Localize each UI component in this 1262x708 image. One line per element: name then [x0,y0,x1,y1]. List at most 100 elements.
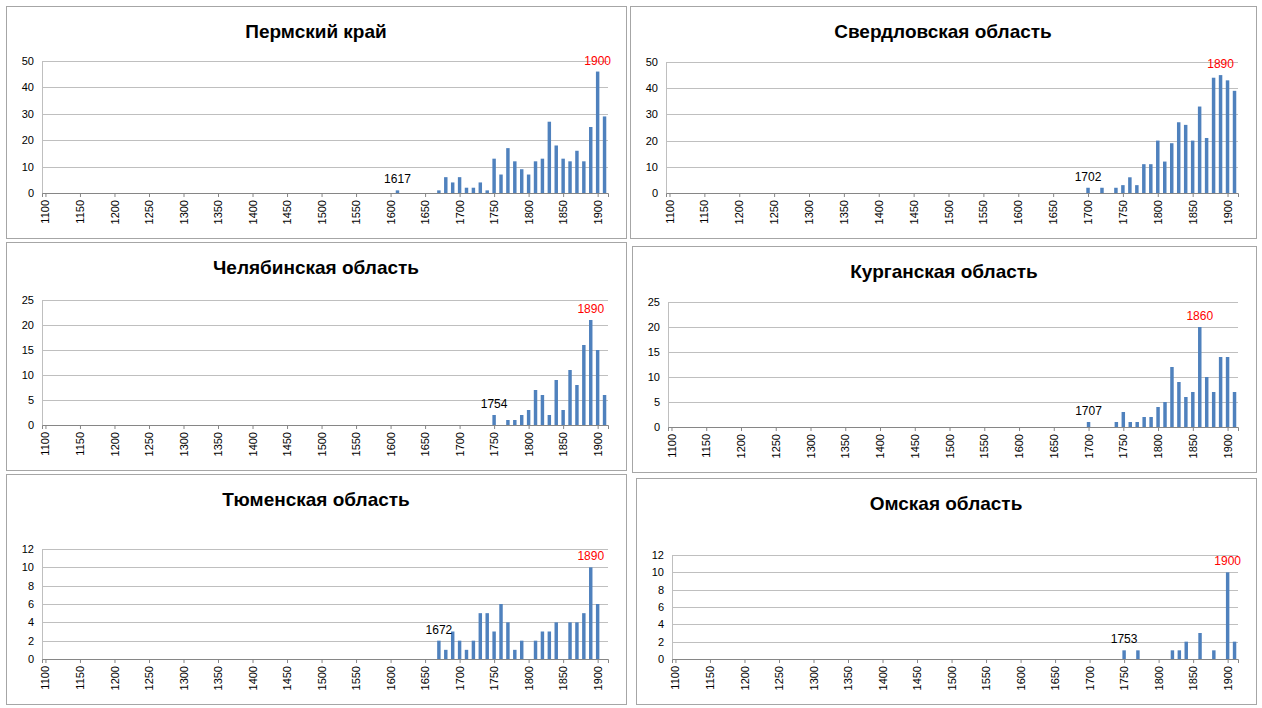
y-tick-label: 2 [28,635,34,647]
x-tick-mark [1055,659,1056,663]
canvas: Пермский край010203040501100115012001250… [0,0,1262,708]
x-tick: 1700 [454,425,466,456]
sheet-background [0,0,1262,708]
grid-line [42,300,608,301]
chart-panel: Челябинская область051015202511001150120… [7,243,627,471]
x-tick-mark [814,659,815,663]
bar [1163,402,1166,427]
grid [42,550,608,660]
x-tick: 1900 [1222,193,1234,224]
y-axis: 024681012 [652,549,673,665]
x-tick: 1100 [39,659,51,690]
bars [1086,75,1236,193]
x-tick-mark [184,659,185,663]
x-tick-mark [322,193,323,197]
x-tick-label: 1750 [1118,666,1130,690]
x-tick-mark [149,193,150,197]
x-tick: 1750 [1117,193,1129,224]
x-tick-label: 1700 [454,666,466,690]
x-tick-label: 1800 [1152,434,1164,458]
x-tick-label: 1250 [143,200,155,224]
x-tick-mark [671,427,672,431]
x-tick-mark [45,659,46,663]
x-tick: 1550 [350,193,362,224]
y-tick: 0 [28,653,42,665]
y-tick: 6 [658,601,672,613]
x-tick-mark [1228,659,1229,663]
grid-line [668,402,1238,403]
x-tick: 1550 [977,193,989,224]
y-tick-label: 10 [652,566,664,578]
x-tick: 1450 [281,425,293,456]
bar [1087,422,1090,427]
x-tick: 1550 [350,659,362,690]
x-tick: 1450 [908,193,920,224]
x-tick: 1600 [1012,193,1024,224]
x-tick-mark [1053,193,1054,197]
y-tick-label: 20 [646,135,658,147]
x-tick-mark [1124,659,1125,663]
x-tick-mark [949,193,950,197]
x-tick: 1250 [143,193,155,224]
x-tick-label: 1150 [74,666,86,690]
x-tick-label: 1150 [704,666,716,690]
x-tick: 1850 [557,425,569,456]
x-tick-label: 1600 [1012,200,1024,224]
x-tick: 1500 [943,193,955,224]
y-tick: 10 [646,161,666,173]
x-tick-label: 1350 [212,200,224,224]
bar [1156,407,1159,427]
bar [1198,107,1201,193]
y-tick-label: 5 [654,396,660,408]
x-tick-mark [184,425,185,429]
grid-line [42,114,608,115]
grid-line [668,327,1238,328]
x-tick-mark [425,193,426,197]
x-tick: 1100 [669,659,681,690]
y-axis-line [672,556,673,660]
grid-line [666,62,1238,63]
x-tick-label: 1100 [669,666,681,690]
x-tick-label: 1250 [768,200,780,224]
x-tick-label: 1250 [773,666,785,690]
y-tick-label: 6 [28,598,34,610]
y-tick: 10 [648,371,668,383]
x-tick-label: 1500 [946,666,958,690]
x-tick: 1100 [39,193,51,224]
x-tick: 1150 [74,193,86,224]
x-tick: 1650 [419,659,431,690]
bar [596,604,599,659]
x-tick: 1250 [773,659,785,690]
x-tick-label: 1600 [385,666,397,690]
y-tick: 10 [22,369,42,381]
x-tick: 1200 [738,659,750,690]
x-axis: 1100115012001250130013501400145015001550… [669,659,1238,690]
y-tick: 0 [28,187,42,199]
y-axis-line [42,301,43,426]
x-tick-label: 1550 [350,666,362,690]
annotation: 1900 [1214,554,1241,568]
y-tick-label: 50 [646,56,658,68]
x-tick: 1100 [39,425,51,456]
y-tick-label: 0 [28,653,34,665]
grid-line [672,555,1238,556]
grid-line [42,350,608,351]
x-tick-mark [848,659,849,663]
x-tick-label: 1350 [839,434,851,458]
annotation: 1702 [1075,170,1102,184]
x-tick-label: 1800 [523,432,535,456]
x-tick: 1250 [143,425,155,456]
y-tick: 50 [22,55,42,67]
bar [1135,185,1138,193]
grid-line [672,572,1238,573]
panel-frame [637,479,1257,705]
bar [458,177,461,193]
x-tick-mark [1019,427,1020,431]
x-tick: 1450 [909,427,921,458]
x-tick-label: 1200 [733,200,745,224]
grid-line [42,604,608,605]
y-axis-line [42,62,43,194]
bar [1233,91,1236,193]
bar [1184,397,1187,427]
grid-line [42,375,608,376]
